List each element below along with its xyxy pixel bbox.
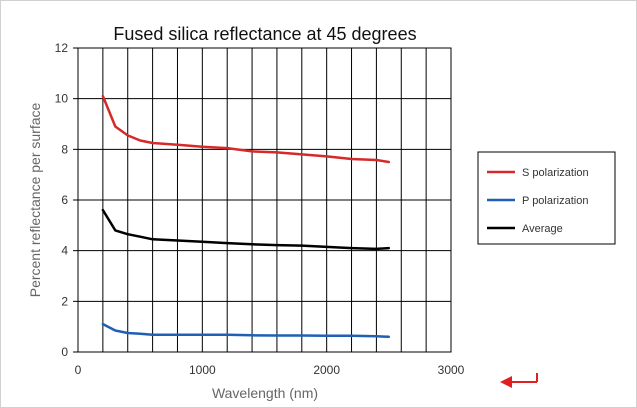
x-tick-label: 1000 <box>189 363 216 377</box>
series-lines <box>101 94 391 339</box>
x-tick-label: 0 <box>75 363 82 377</box>
y-tick-label: 6 <box>61 193 68 207</box>
series-line-p-polarization <box>101 322 391 339</box>
legend-label: S polarization <box>522 167 589 179</box>
x-tick-label: 2000 <box>313 363 340 377</box>
y-tick-label: 8 <box>61 142 68 156</box>
y-tick-label: 0 <box>61 345 68 359</box>
y-tick-label: 12 <box>55 41 69 55</box>
y-tick-label: 2 <box>61 294 68 308</box>
y-tick-label: 10 <box>55 92 69 106</box>
y-axis-title: Percent reflectance per surface <box>27 103 43 298</box>
series-line-s-polarization <box>101 94 391 164</box>
grid <box>77 47 452 353</box>
left-arrow-icon[interactable] <box>500 373 538 388</box>
legend-items: S polarization P polarization Average <box>487 167 589 235</box>
y-tick-label: 4 <box>61 244 68 258</box>
legend-label: Average <box>522 223 563 235</box>
series-line-average <box>101 208 391 251</box>
legend: S polarization P polarization Average <box>477 151 616 245</box>
y-axis-ticks: 0 2 4 6 8 10 12 <box>55 41 78 359</box>
chart-title: Fused silica reflectance at 45 degrees <box>113 24 416 44</box>
x-axis-title: Wavelength (nm) <box>212 385 318 401</box>
x-tick-label: 3000 <box>438 363 465 377</box>
x-axis-ticks: 0 1000 2000 3000 <box>75 363 465 377</box>
legend-label: P polarization <box>522 195 588 207</box>
